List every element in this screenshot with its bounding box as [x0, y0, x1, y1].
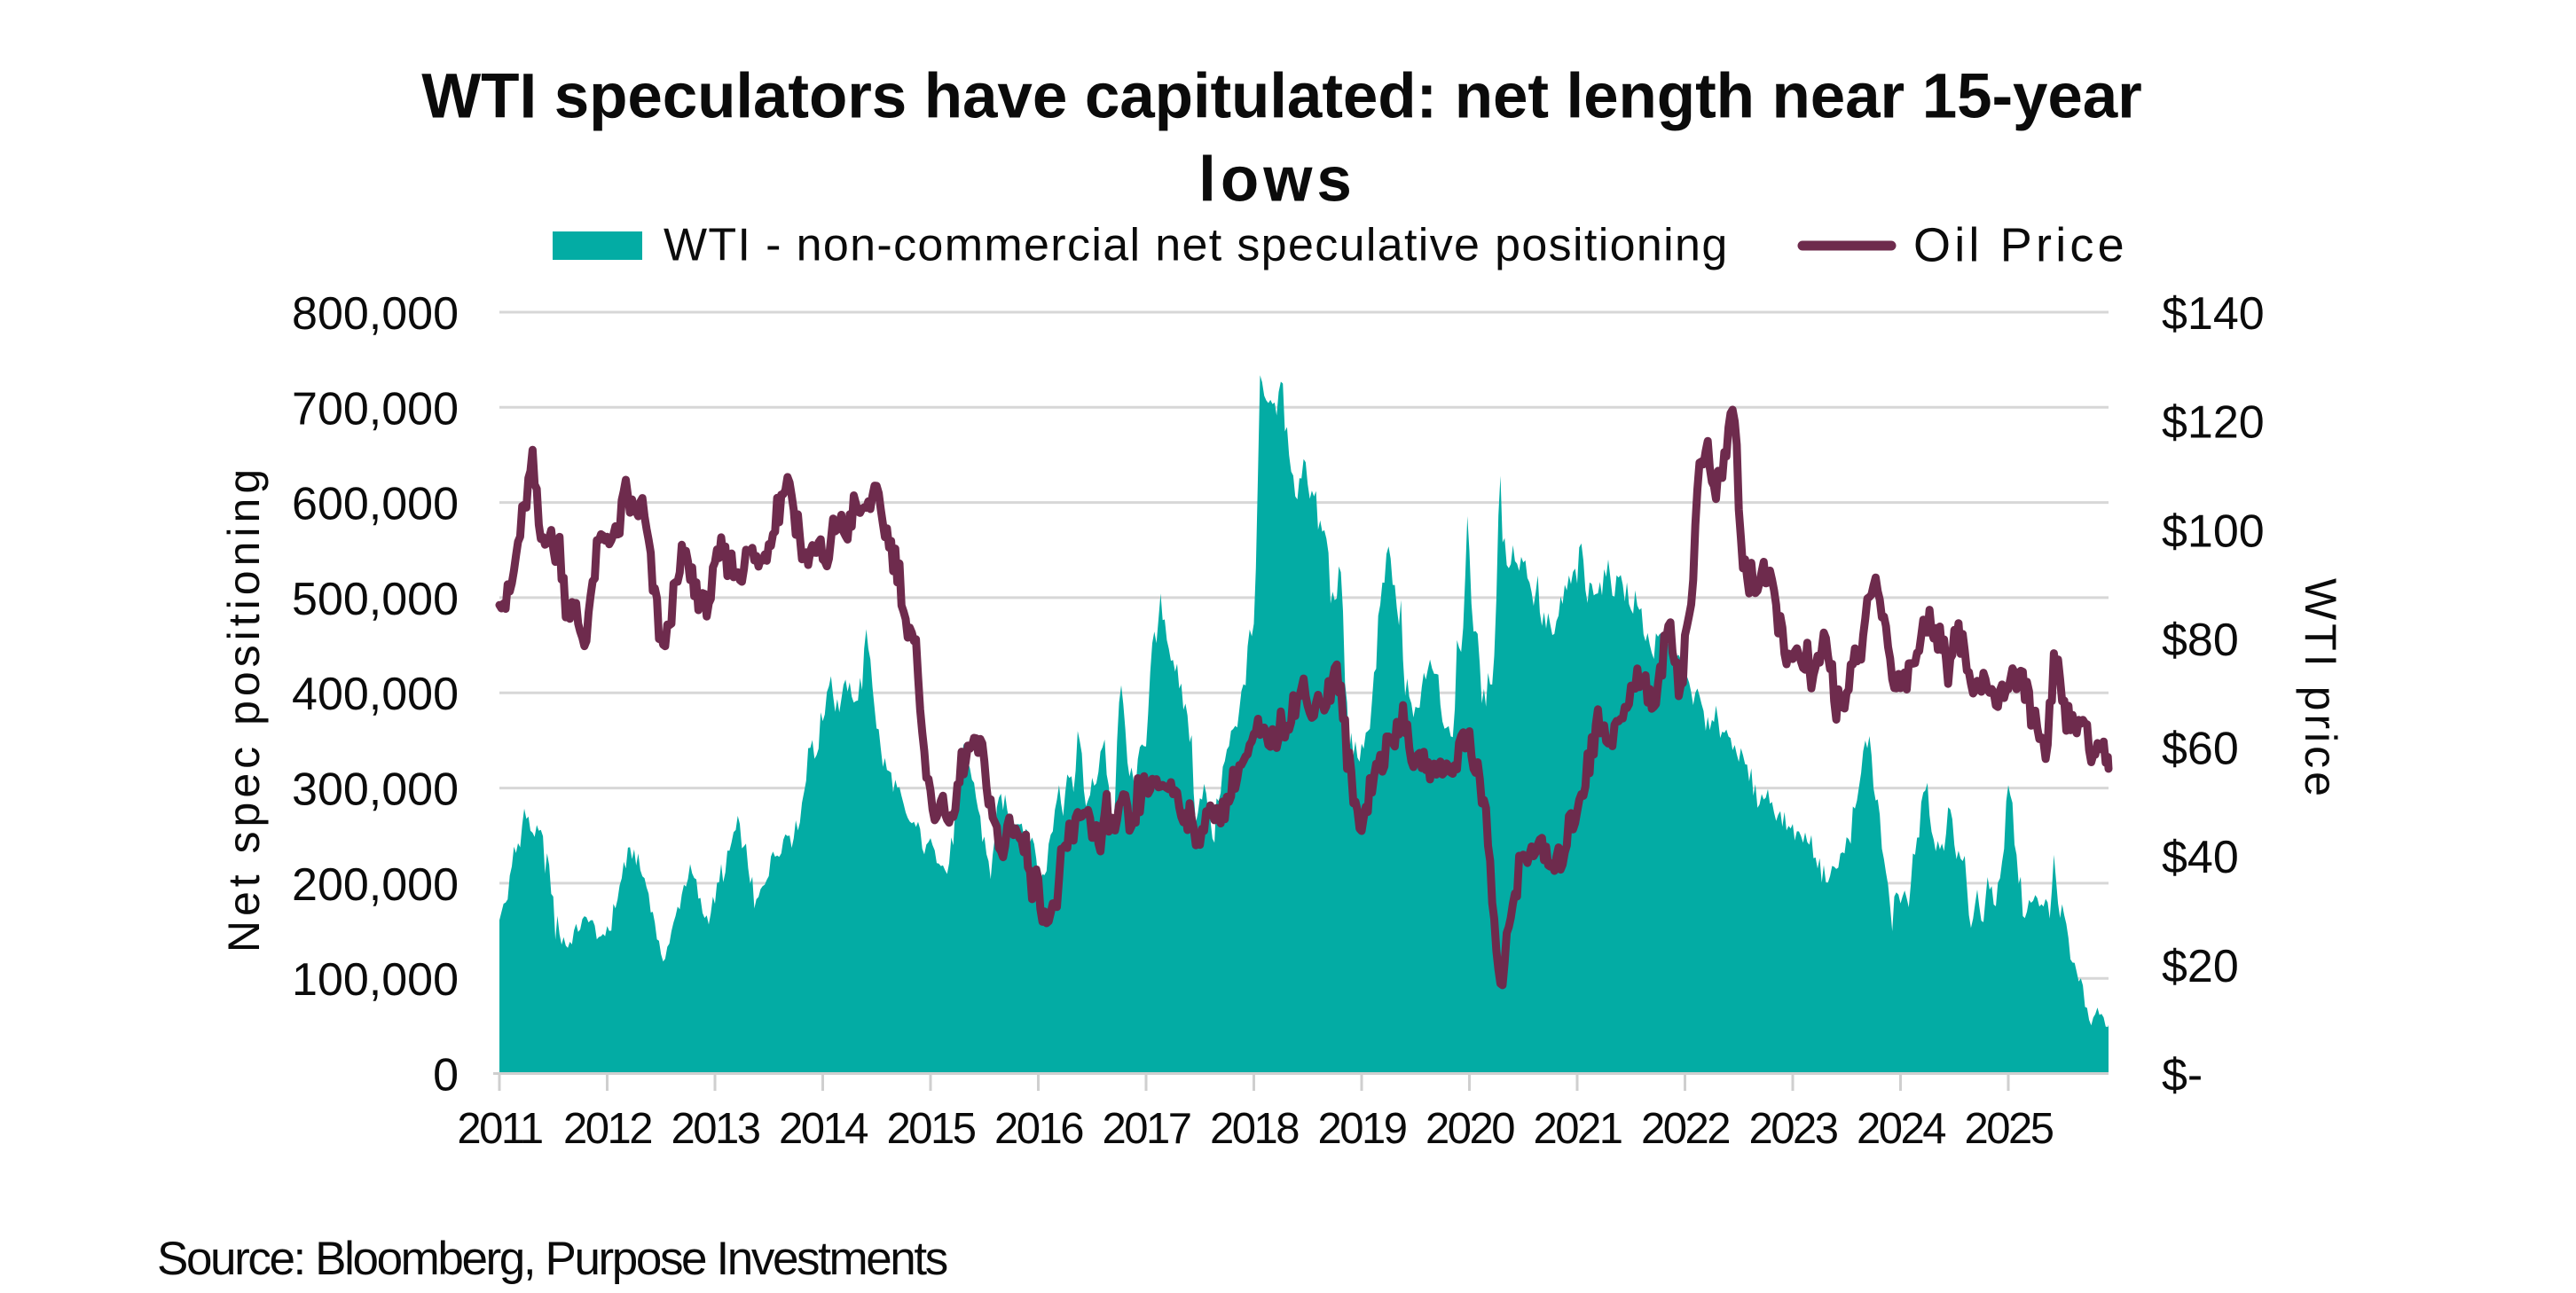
svg-text:700,000: 700,000 [292, 383, 459, 435]
svg-text:500,000: 500,000 [292, 574, 459, 625]
svg-text:2011: 2011 [457, 1105, 542, 1153]
svg-text:2021: 2021 [1533, 1105, 1621, 1153]
svg-text:$140: $140 [2162, 288, 2265, 340]
svg-text:200,000: 200,000 [292, 859, 459, 911]
svg-text:WTI price: WTI price [2296, 578, 2345, 800]
svg-text:300,000: 300,000 [292, 764, 459, 816]
svg-text:$-: $- [2162, 1050, 2203, 1101]
svg-text:2019: 2019 [1317, 1105, 1405, 1153]
svg-text:$120: $120 [2162, 397, 2265, 449]
svg-text:2013: 2013 [671, 1105, 759, 1153]
svg-text:$60: $60 [2162, 724, 2239, 775]
svg-text:$40: $40 [2162, 832, 2239, 883]
svg-text:2023: 2023 [1748, 1105, 1837, 1153]
svg-text:$100: $100 [2162, 505, 2265, 557]
svg-text:Oil Price: Oil Price [1913, 219, 2128, 272]
svg-text:$20: $20 [2162, 941, 2239, 992]
svg-text:800,000: 800,000 [292, 288, 459, 340]
svg-text:WTI speculators have capitulat: WTI speculators have capitulated: net le… [421, 62, 2141, 132]
svg-text:600,000: 600,000 [292, 479, 459, 530]
svg-text:400,000: 400,000 [292, 669, 459, 720]
svg-text:lows: lows [1198, 145, 1356, 215]
svg-text:2017: 2017 [1102, 1105, 1190, 1153]
svg-text:$80: $80 [2162, 615, 2239, 666]
svg-text:2012: 2012 [563, 1105, 651, 1153]
svg-text:WTI - non-commercial net specu: WTI - non-commercial net speculative pos… [664, 220, 1729, 271]
svg-text:2025: 2025 [1964, 1105, 2053, 1153]
svg-text:0: 0 [433, 1050, 459, 1101]
svg-text:2018: 2018 [1210, 1105, 1299, 1153]
svg-text:2022: 2022 [1641, 1105, 1729, 1153]
svg-text:Source: Bloomberg, Purpose Inv: Source: Bloomberg, Purpose Investments [157, 1233, 947, 1285]
svg-text:Net spec positioning: Net spec positioning [219, 465, 269, 952]
svg-text:2014: 2014 [779, 1105, 868, 1153]
svg-text:100,000: 100,000 [292, 954, 459, 1006]
svg-text:2015: 2015 [886, 1105, 975, 1153]
svg-text:2020: 2020 [1425, 1105, 1514, 1153]
svg-text:2024: 2024 [1857, 1105, 1945, 1153]
svg-text:2016: 2016 [994, 1105, 1083, 1153]
